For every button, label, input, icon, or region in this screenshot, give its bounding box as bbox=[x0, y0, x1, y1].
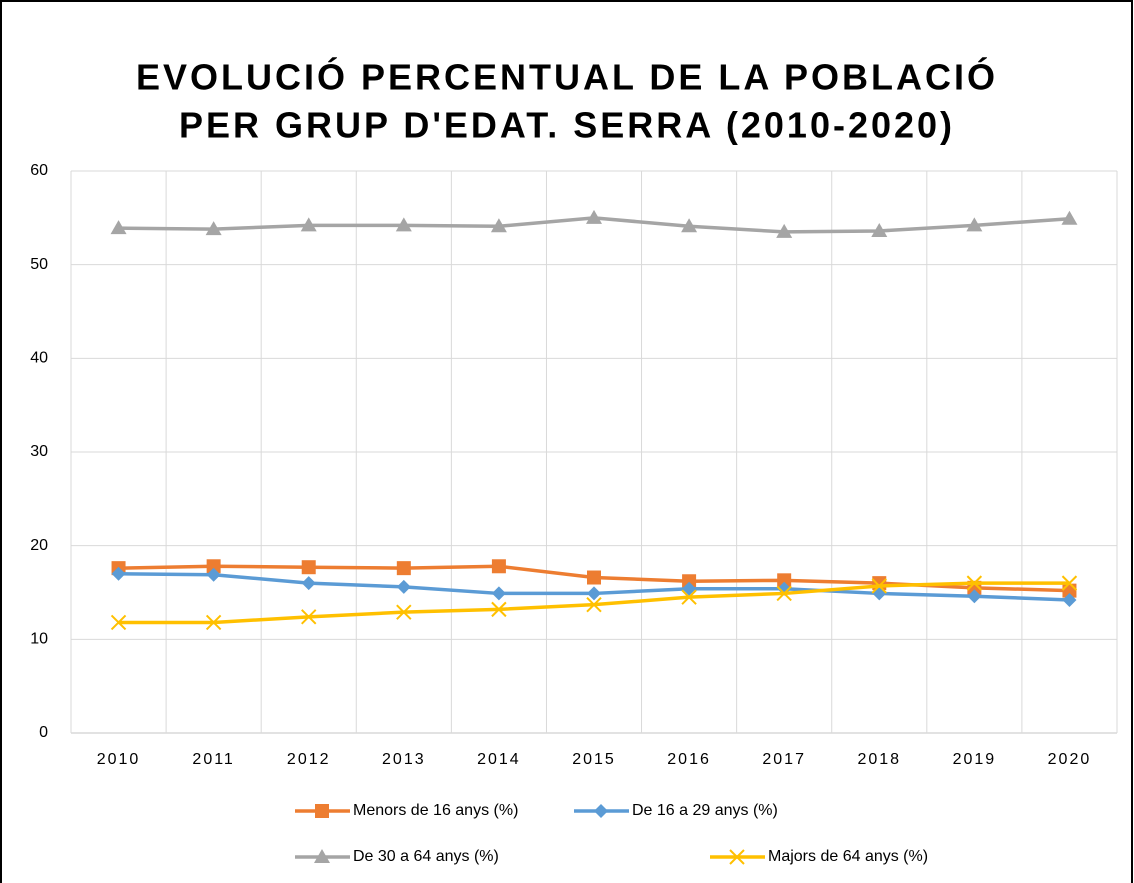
x-tick-label: 2018 bbox=[857, 751, 901, 768]
marker bbox=[395, 217, 412, 232]
x-tick-label: 2019 bbox=[953, 751, 997, 768]
y-tick-label: 40 bbox=[30, 350, 48, 367]
marker bbox=[871, 578, 887, 594]
legend-marker bbox=[314, 849, 330, 863]
marker bbox=[396, 579, 411, 594]
legend-marker bbox=[729, 849, 745, 865]
marker bbox=[396, 561, 411, 576]
y-tick-label: 10 bbox=[30, 631, 48, 648]
marker bbox=[1061, 575, 1078, 591]
x-tick-label: 2015 bbox=[572, 751, 616, 768]
marker bbox=[587, 586, 601, 601]
x-tick-label: 2014 bbox=[477, 751, 521, 768]
legend-marker bbox=[315, 804, 329, 818]
legend-label: De 16 a 29 anys (%) bbox=[632, 802, 778, 819]
marker bbox=[586, 596, 602, 613]
marker bbox=[1061, 210, 1078, 225]
marker bbox=[301, 609, 317, 625]
legend-label: Majors de 64 anys (%) bbox=[768, 848, 928, 865]
y-tick-label: 60 bbox=[30, 162, 48, 179]
marker bbox=[967, 589, 982, 604]
marker bbox=[681, 218, 698, 233]
marker bbox=[777, 573, 792, 588]
marker bbox=[966, 575, 983, 591]
marker bbox=[682, 574, 697, 589]
marker bbox=[301, 576, 316, 591]
marker bbox=[206, 567, 221, 582]
y-tick-label: 20 bbox=[30, 537, 48, 554]
marker bbox=[110, 220, 127, 235]
marker bbox=[966, 217, 983, 232]
chart-title: PER GRUP D'EDAT. SERRA (2010-2020) bbox=[179, 105, 955, 146]
x-tick-label: 2012 bbox=[287, 751, 331, 768]
x-tick-label: 2013 bbox=[382, 751, 426, 768]
y-tick-label: 50 bbox=[30, 256, 48, 273]
marker bbox=[300, 217, 317, 232]
marker bbox=[871, 222, 888, 237]
marker bbox=[205, 614, 222, 631]
marker bbox=[587, 570, 601, 585]
marker bbox=[205, 221, 222, 236]
marker bbox=[681, 589, 697, 605]
x-tick-label: 2011 bbox=[192, 751, 234, 768]
y-tick-label: 30 bbox=[30, 443, 48, 460]
marker bbox=[490, 218, 507, 233]
marker bbox=[776, 223, 793, 238]
x-tick-label: 2016 bbox=[667, 751, 711, 768]
x-tick-label: 2020 bbox=[1048, 751, 1092, 768]
marker bbox=[301, 560, 316, 575]
legend-marker bbox=[594, 804, 608, 818]
marker bbox=[776, 585, 792, 602]
marker bbox=[586, 209, 602, 224]
x-tick-label: 2017 bbox=[762, 751, 806, 768]
marker bbox=[682, 581, 697, 596]
marker bbox=[110, 614, 127, 631]
marker bbox=[491, 601, 507, 618]
marker bbox=[1062, 592, 1077, 607]
marker bbox=[206, 559, 221, 574]
legend-label: De 30 a 64 anys (%) bbox=[353, 848, 499, 865]
y-tick-label: 0 bbox=[39, 724, 48, 741]
legend-label: Menors de 16 anys (%) bbox=[353, 802, 518, 819]
chart-title: EVOLUCIÓ PERCENTUAL DE LA POBLACIÓ bbox=[136, 56, 998, 98]
x-tick-label: 2010 bbox=[97, 751, 141, 768]
marker bbox=[491, 559, 506, 574]
marker bbox=[396, 604, 412, 620]
marker bbox=[491, 586, 506, 601]
marker bbox=[111, 566, 126, 581]
